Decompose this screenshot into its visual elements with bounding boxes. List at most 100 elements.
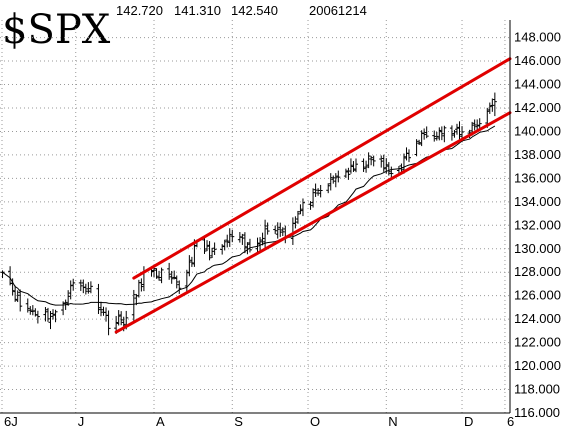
price-bar — [300, 198, 305, 217]
price-bar — [63, 299, 68, 310]
price-bar — [205, 240, 210, 252]
price-bar — [86, 282, 91, 294]
price-bar — [454, 123, 459, 135]
price-bar — [43, 307, 48, 322]
price-bar — [490, 98, 495, 112]
header-date: 20061214 — [309, 3, 367, 18]
price-bar — [78, 279, 83, 291]
price-bar — [492, 92, 497, 117]
price-bar — [278, 222, 283, 237]
price-bar — [154, 268, 159, 279]
price-bar — [245, 242, 250, 255]
price-bar — [187, 255, 192, 277]
x-tick-label: O — [310, 414, 320, 429]
price-bar — [131, 289, 136, 322]
y-tick-label: 134.000 — [514, 194, 561, 209]
price-bar — [265, 222, 270, 235]
price-bar — [457, 121, 462, 140]
price-bar — [119, 311, 124, 326]
price-bar — [472, 119, 477, 131]
y-tick-label: 128.000 — [514, 264, 561, 279]
moving-average — [2, 125, 496, 306]
price-bar — [346, 167, 351, 180]
price-bar — [343, 168, 348, 178]
price-bar — [351, 161, 356, 172]
price-bar — [10, 278, 15, 296]
price-bar — [369, 155, 374, 166]
price-bar — [96, 283, 101, 314]
x-tick-label: J — [78, 414, 85, 429]
price-bar — [407, 149, 412, 163]
header-values: 142.720 141.310 142.540 20061214 — [116, 3, 367, 18]
price-bar — [379, 155, 384, 168]
price-bar — [273, 225, 278, 234]
price-bar — [53, 309, 58, 323]
x-axis-labels: 6J J A S O N D 6 — [4, 414, 514, 429]
price-bar — [258, 237, 263, 251]
x-tick-label: 6J — [4, 414, 18, 429]
price-bar — [177, 280, 182, 294]
y-tick-label: 142.000 — [514, 100, 561, 115]
price-bar — [101, 306, 106, 316]
header-open: 142.720 — [116, 3, 163, 18]
price-bar — [417, 139, 422, 145]
trend-line-upper — [132, 57, 512, 280]
price-bar — [328, 173, 333, 191]
price-bar — [247, 238, 252, 253]
price-bar — [222, 239, 227, 251]
price-bar — [384, 158, 389, 174]
price-bar — [116, 310, 121, 326]
price-bar — [313, 183, 318, 197]
price-bar — [18, 289, 23, 312]
price-bar — [260, 232, 265, 246]
price-bar — [35, 310, 40, 324]
price-bar — [212, 242, 217, 256]
price-bar — [442, 125, 447, 143]
y-tick-label: 136.000 — [514, 170, 561, 185]
price-bar — [66, 290, 71, 306]
price-bar — [475, 119, 480, 131]
trend-line-lower — [114, 111, 512, 334]
grid — [0, 20, 510, 414]
price-bar — [386, 162, 391, 176]
price-bar — [280, 227, 285, 237]
price-bar — [106, 310, 111, 336]
price-bar — [28, 306, 33, 315]
y-tick-label: 144.000 — [514, 77, 561, 92]
header-low: 141.310 — [174, 3, 221, 18]
price-bar — [98, 301, 103, 317]
price-bar — [225, 234, 230, 248]
price-bar — [326, 183, 331, 194]
price-bar — [487, 102, 492, 114]
price-bar — [449, 125, 454, 141]
price-bar — [298, 204, 303, 215]
price-bar — [318, 184, 323, 198]
price-bar — [227, 228, 232, 247]
price-bar — [293, 216, 298, 229]
price-bar — [452, 129, 457, 138]
y-tick-label: 130.000 — [514, 241, 561, 256]
price-bar — [361, 158, 366, 172]
price-bar — [167, 262, 172, 280]
moving-average-line — [2, 125, 496, 306]
price-bar — [240, 233, 245, 245]
price-bar — [366, 152, 371, 169]
price-bar — [424, 126, 429, 139]
price-bar — [15, 290, 20, 303]
price-bar — [172, 270, 177, 280]
price-bar — [184, 269, 189, 292]
header-close: 142.540 — [231, 3, 278, 18]
price-bar — [139, 278, 144, 292]
price-bar — [371, 155, 376, 167]
price-bar — [333, 173, 338, 188]
axes — [0, 20, 511, 414]
price-bar — [48, 310, 53, 330]
price-bar — [174, 275, 179, 289]
price-bar — [207, 241, 212, 261]
price-bar — [157, 270, 162, 281]
price-bar — [353, 158, 358, 173]
price-bar — [275, 222, 280, 239]
price-bar — [51, 309, 56, 320]
price-bar — [422, 128, 427, 140]
